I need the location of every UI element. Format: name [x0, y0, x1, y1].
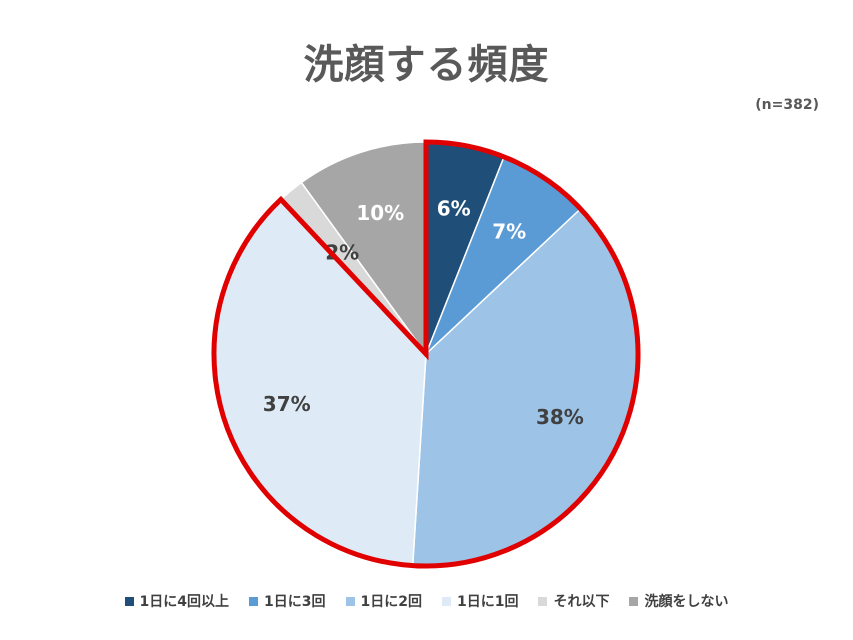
- legend-swatch: [124, 596, 134, 606]
- chart-title: 洗顔する頻度: [303, 42, 550, 88]
- pie-slice-6: [300, 141, 427, 357]
- legend-label: 1日に4回以上: [139, 594, 230, 610]
- legend-label: 1日に2回: [360, 594, 422, 610]
- legend-swatch: [345, 596, 355, 606]
- legend-item-5: それ以下: [538, 591, 609, 611]
- data-label-2: 7%: [492, 220, 526, 244]
- pie-slices: [213, 141, 639, 567]
- data-label-4: 37%: [263, 392, 311, 416]
- legend-swatch: [629, 596, 639, 606]
- data-label-3: 38%: [536, 405, 584, 429]
- legend-item-4: 1日に1回: [441, 591, 519, 611]
- highlight-outline-path: [211, 139, 641, 569]
- data-label-6: 10%: [356, 201, 404, 225]
- legend-label: 1日に3回: [264, 594, 326, 610]
- data-label-1: 6%: [437, 197, 471, 221]
- legend-label: それ以下: [553, 594, 610, 610]
- legend-swatch: [441, 596, 451, 606]
- legend-swatch: [538, 596, 548, 606]
- legend-item-6: 洗顔をしない: [629, 591, 728, 611]
- legend-item-1: 1日に4回以上: [124, 591, 230, 611]
- legend-item-2: 1日に3回: [249, 591, 326, 611]
- legend-label: 洗顔をしない: [644, 594, 729, 610]
- legend-item-3: 1日に2回: [345, 591, 422, 611]
- sample-size-note: (n=382): [755, 97, 819, 113]
- highlight-outline: [211, 139, 641, 569]
- legend-swatch: [249, 596, 259, 606]
- legend: 1日に4回以上 1日に3回 1日に2回 1日に1回 それ以下 洗顔をしない: [0, 591, 853, 611]
- legend-label: 1日に1回: [456, 594, 519, 610]
